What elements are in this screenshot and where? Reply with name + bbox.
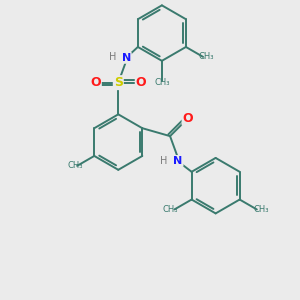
- Text: CH₃: CH₃: [154, 78, 170, 87]
- Text: O: O: [136, 76, 146, 89]
- Text: N: N: [173, 156, 183, 166]
- Text: CH₃: CH₃: [198, 52, 214, 62]
- Text: H: H: [109, 52, 116, 62]
- Text: CH₃: CH₃: [163, 205, 178, 214]
- Text: O: O: [90, 76, 101, 89]
- Text: CH₃: CH₃: [68, 161, 83, 170]
- Text: H: H: [160, 156, 168, 166]
- Text: N: N: [122, 53, 131, 63]
- Text: CH₃: CH₃: [253, 205, 268, 214]
- Text: O: O: [183, 112, 193, 125]
- Text: S: S: [114, 76, 123, 89]
